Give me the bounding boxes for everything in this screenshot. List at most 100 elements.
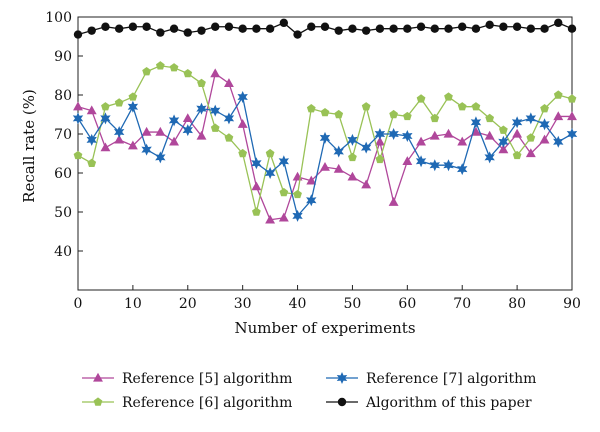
data-point	[155, 126, 166, 136]
data-point	[389, 109, 398, 119]
data-point	[183, 68, 193, 78]
data-point	[211, 22, 220, 31]
plot-frame	[77, 16, 573, 291]
legend-marker	[93, 397, 103, 406]
data-point	[169, 136, 179, 146]
data-point	[278, 155, 290, 168]
data-point	[168, 114, 180, 127]
data-point	[238, 24, 247, 33]
series-line	[77, 72, 572, 221]
data-point	[306, 194, 317, 207]
data-point	[251, 157, 262, 170]
data-point	[375, 24, 385, 33]
data-point	[499, 125, 508, 134]
x-tick-label: 20	[179, 296, 197, 312]
data-point	[470, 116, 482, 129]
data-point	[182, 113, 193, 123]
data-point	[72, 112, 84, 125]
data-point	[333, 145, 344, 158]
series-3	[72, 90, 578, 222]
data-point	[292, 209, 303, 222]
data-point	[471, 102, 481, 111]
data-point	[416, 22, 426, 31]
legend-marker	[337, 397, 347, 407]
series-4	[73, 18, 577, 39]
data-point	[251, 181, 262, 191]
data-point	[279, 18, 289, 28]
data-point	[567, 94, 577, 103]
data-point	[457, 163, 468, 176]
data-point	[430, 113, 440, 123]
x-tick-label: 10	[124, 296, 142, 312]
data-point	[142, 22, 151, 31]
data-point	[415, 155, 427, 168]
legend-label: Reference [6] algorithm	[122, 395, 292, 411]
data-point	[498, 144, 509, 154]
data-point	[320, 107, 330, 117]
data-point	[293, 30, 302, 39]
data-point	[237, 90, 248, 103]
data-point	[196, 130, 207, 140]
data-point	[265, 24, 275, 33]
legend-entry: Reference [5] algorithm	[82, 371, 292, 387]
data-point	[361, 26, 371, 35]
data-point	[252, 24, 261, 33]
data-point	[224, 133, 234, 142]
legend-label: Reference [7] algorithm	[366, 371, 536, 387]
data-point	[361, 102, 371, 111]
y-tick-label: 80	[54, 88, 72, 104]
data-point	[128, 22, 138, 31]
data-point	[347, 171, 358, 181]
data-point	[526, 133, 536, 142]
data-point	[361, 179, 372, 189]
data-point	[73, 150, 83, 160]
data-point	[86, 133, 97, 146]
legend-marker	[93, 372, 103, 382]
data-point	[278, 212, 289, 222]
data-point	[279, 187, 289, 197]
data-point	[87, 26, 96, 35]
data-point	[457, 102, 467, 111]
series-1	[73, 68, 577, 224]
y-tick-label: 60	[54, 166, 72, 182]
legend-entry: Reference [7] algorithm	[326, 371, 536, 387]
data-point	[484, 130, 495, 140]
data-point	[429, 159, 440, 172]
data-point	[402, 129, 413, 142]
data-point	[566, 128, 578, 140]
data-point	[348, 152, 357, 162]
data-point	[101, 102, 110, 111]
data-point	[471, 126, 481, 136]
data-point	[86, 105, 97, 115]
x-tick-label: 0	[74, 296, 83, 312]
y-tick-label: 50	[54, 205, 72, 221]
data-point	[237, 119, 248, 128]
x-tick-label: 70	[453, 296, 471, 312]
data-point	[141, 143, 152, 156]
data-point	[320, 161, 330, 171]
data-point	[539, 118, 550, 131]
data-point	[525, 148, 536, 158]
data-point	[499, 22, 508, 31]
data-point	[430, 24, 439, 33]
data-point	[402, 156, 413, 165]
data-point	[156, 28, 165, 37]
y-tick-label: 100	[45, 10, 72, 26]
data-point	[101, 22, 110, 31]
legend-marker	[336, 372, 348, 384]
x-tick-label: 40	[289, 296, 307, 312]
data-point	[553, 135, 564, 148]
series-2	[73, 61, 577, 216]
data-point	[525, 112, 537, 125]
data-point	[155, 151, 166, 164]
data-point	[485, 20, 494, 29]
data-point	[539, 134, 550, 144]
data-point	[210, 123, 220, 132]
data-point	[333, 163, 344, 173]
data-point	[347, 133, 358, 146]
x-tick-label: 90	[563, 296, 581, 312]
x-axis-title: Number of experiments	[234, 319, 415, 337]
data-point	[141, 126, 152, 136]
data-point	[128, 92, 138, 101]
data-point	[429, 130, 440, 140]
